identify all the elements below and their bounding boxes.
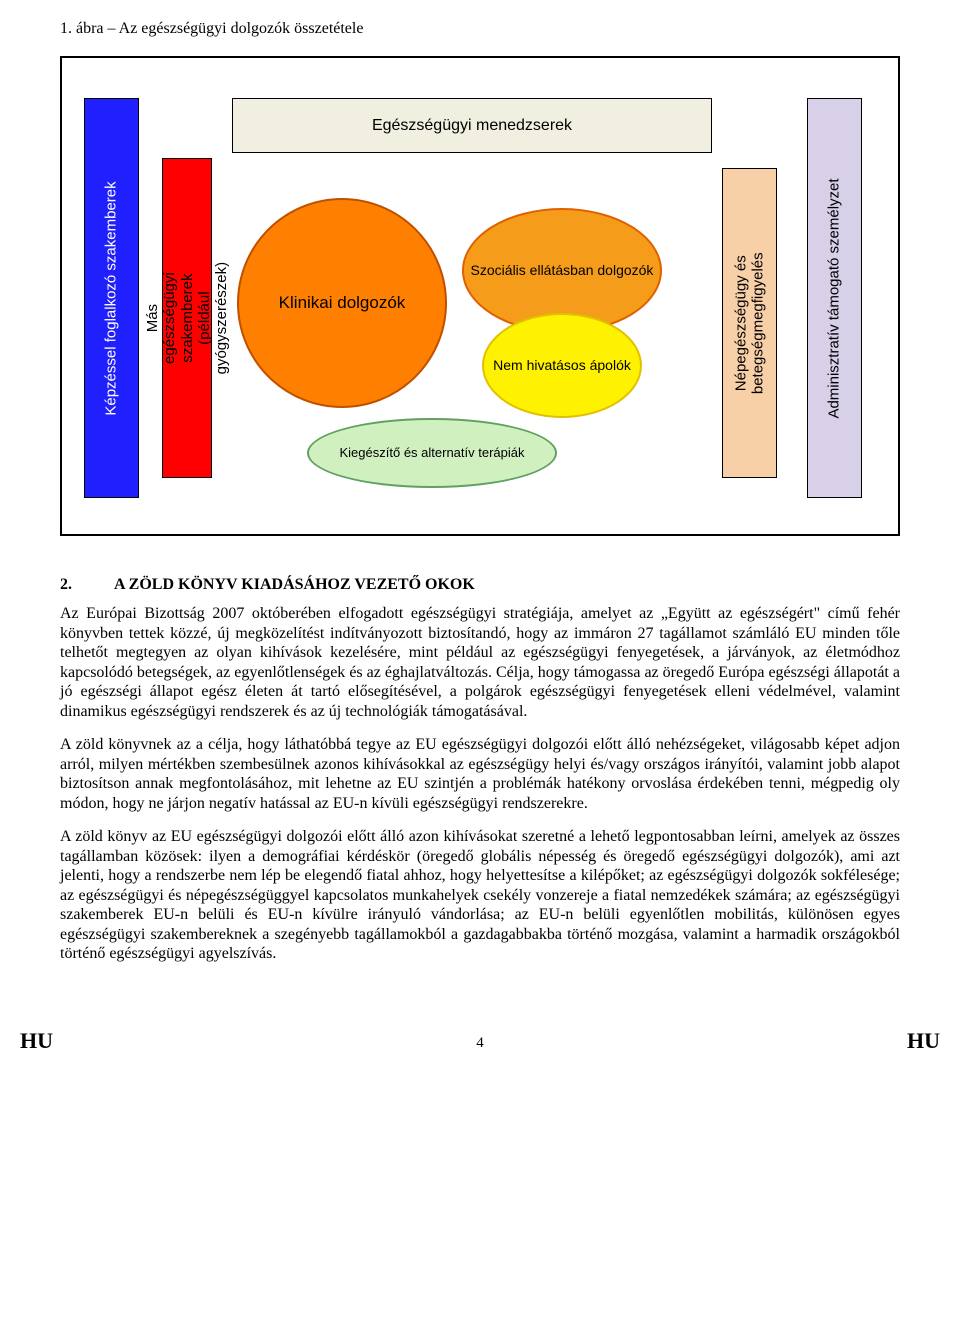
box-training-professionals: Képzéssel foglalkozó szakemberek — [84, 98, 139, 498]
box-other-label: Más egészségügyi szakemberek (például gy… — [144, 262, 230, 375]
section-heading: 2. A ZÖLD KÖNYV KIADÁSÁHOZ VEZETŐ OKOK — [60, 576, 900, 594]
ellipse-alt-label: Kiegészítő és alternatív terápiák — [340, 446, 525, 461]
footer-page-number: 4 — [476, 1035, 484, 1052]
ellipse-informal-nurses: Nem hivatásos ápolók — [482, 313, 642, 418]
figure-title: 1. ábra – Az egészségügyi dolgozók össze… — [60, 20, 900, 38]
section-number: 2. — [60, 576, 110, 594]
page-footer: HU 4 HU — [60, 1024, 900, 1054]
box-public-health-label: Népegészségügy és betegségmegfigyelés — [732, 252, 767, 394]
paragraph-2: A zöld könyvnek az a célja, hogy látható… — [60, 735, 900, 813]
box-admin-label: Adminisztratív támogató személyzet — [826, 178, 843, 418]
paragraph-1: Az Európai Bizottság 2007 októberében el… — [60, 604, 900, 721]
box-training-label: Képzéssel foglalkozó szakemberek — [103, 181, 120, 415]
box-other-health-professionals: Más egészségügyi szakemberek (például gy… — [162, 158, 212, 478]
box-health-managers-label: Egészségügyi menedzserek — [372, 117, 572, 135]
box-public-health: Népegészségügy és betegségmegfigyelés — [722, 168, 777, 478]
circle-clinical-label: Klinikai dolgozók — [279, 293, 406, 313]
box-health-managers: Egészségügyi menedzserek — [232, 98, 712, 153]
section-title: A ZÖLD KÖNYV KIADÁSÁHOZ VEZETŐ OKOK — [114, 576, 475, 593]
circle-clinical-workers: Klinikai dolgozók — [237, 198, 447, 408]
footer-left: HU — [20, 1028, 53, 1054]
box-admin-support: Adminisztratív támogató személyzet — [807, 98, 862, 498]
diagram-container: Képzéssel foglalkozó szakemberek Más egé… — [60, 56, 900, 536]
ellipse-alt-therapies: Kiegészítő és alternatív terápiák — [307, 418, 557, 488]
ellipse-social-label: Szociális ellátásban dolgozók — [471, 262, 654, 278]
paragraph-3: A zöld könyv az EU egészségügyi dolgozói… — [60, 827, 900, 964]
footer-right: HU — [907, 1028, 940, 1054]
ellipse-nurse-label: Nem hivatásos ápolók — [493, 357, 631, 373]
